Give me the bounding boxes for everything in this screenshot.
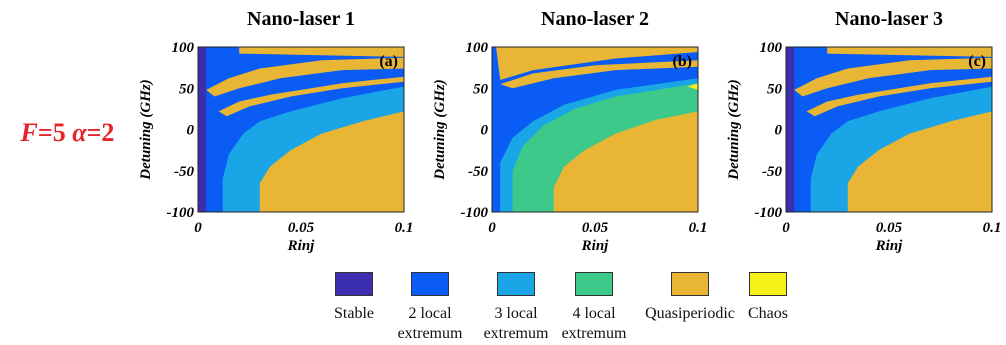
panel-title: Nano-laser 2 bbox=[541, 8, 649, 30]
panel-tag: (b) bbox=[672, 53, 692, 70]
region-quasiperiodic bbox=[496, 47, 698, 80]
x-tick-label: 0 bbox=[488, 220, 496, 236]
x-tick-label: 0.05 bbox=[876, 220, 903, 236]
y-tick-label: 100 bbox=[760, 40, 783, 56]
x-tick-label: 0.05 bbox=[582, 220, 609, 236]
y-tick-label: 0 bbox=[481, 123, 489, 139]
y-axis-label: Detuning (GHz) bbox=[726, 79, 742, 180]
y-tick-label: 50 bbox=[179, 81, 195, 97]
y-tick-label: 50 bbox=[473, 81, 489, 97]
legend-label: 3 local extremum bbox=[483, 305, 549, 342]
x-tick-label: 0 bbox=[782, 220, 790, 236]
region-stable bbox=[786, 47, 795, 212]
region-quasiperiodic bbox=[794, 57, 992, 97]
y-tick-label: 0 bbox=[187, 123, 195, 139]
y-tick-label: -100 bbox=[167, 205, 195, 221]
parameter-alpha-symbol: α bbox=[72, 118, 87, 147]
heatmap-regions bbox=[492, 47, 698, 212]
y-tick-label: 0 bbox=[775, 123, 783, 139]
x-tick-label: 0.1 bbox=[395, 220, 414, 236]
legend-swatch-three-local bbox=[497, 272, 535, 296]
legend-swatch-chaos bbox=[749, 272, 787, 296]
plot-frame bbox=[785, 46, 993, 213]
y-tick-label: 100 bbox=[172, 40, 195, 56]
plot-frame bbox=[491, 46, 699, 213]
parameter-label: F=5 α=2 bbox=[10, 118, 125, 148]
y-axis-label: Detuning (GHz) bbox=[138, 79, 154, 180]
x-tick-label: 0.05 bbox=[288, 220, 315, 236]
y-tick-label: -100 bbox=[461, 205, 489, 221]
region-quasiperiodic bbox=[218, 76, 404, 117]
y-tick-label: -100 bbox=[755, 205, 783, 221]
y-axis-label: Detuning (GHz) bbox=[432, 79, 448, 180]
x-axis-label: Rinj bbox=[581, 238, 610, 254]
y-tick-label: -50 bbox=[762, 164, 782, 180]
y-tick-label: 100 bbox=[466, 40, 489, 56]
x-tick-label: 0 bbox=[194, 220, 202, 236]
heatmap-regions bbox=[198, 47, 404, 212]
legend-label: Stable bbox=[334, 305, 374, 322]
x-tick-label: 0.1 bbox=[689, 220, 708, 236]
region-quasiperiodic bbox=[202, 47, 404, 57]
x-tick-label: 0.1 bbox=[983, 220, 1002, 236]
region-stable bbox=[198, 47, 207, 212]
y-tick-label: -50 bbox=[174, 164, 194, 180]
legend-label: Quasiperiodic bbox=[645, 305, 735, 322]
parameter-alpha-value: =2 bbox=[86, 118, 115, 147]
region-quasiperiodic bbox=[553, 111, 698, 212]
heatmap-regions bbox=[786, 47, 992, 212]
y-tick-label: 50 bbox=[767, 81, 783, 97]
region-quasiperiodic bbox=[806, 76, 992, 117]
region-quasiperiodic bbox=[847, 111, 992, 212]
region-quasiperiodic bbox=[206, 57, 404, 97]
legend-swatch-quasiperiodic bbox=[671, 272, 709, 296]
parameter-f-symbol: F bbox=[20, 118, 38, 147]
x-axis-label: Rinj bbox=[875, 238, 904, 254]
region-quasiperiodic bbox=[259, 111, 404, 212]
panel-tag: (a) bbox=[379, 53, 398, 70]
legend-swatch-two-local bbox=[411, 272, 449, 296]
legend-swatch-stable bbox=[335, 272, 373, 296]
legend-label: Chaos bbox=[748, 305, 788, 322]
y-tick-label: -50 bbox=[468, 164, 488, 180]
panel-title: Nano-laser 1 bbox=[247, 8, 355, 30]
region-quasiperiodic bbox=[500, 60, 698, 89]
panel-title: Nano-laser 3 bbox=[835, 8, 943, 30]
region-chaos bbox=[687, 83, 698, 90]
parameter-f-value: =5 bbox=[37, 118, 73, 147]
plot-frame bbox=[197, 46, 405, 213]
legend-label: 2 local extremum bbox=[397, 305, 463, 342]
legend-label: 4 local extremum bbox=[561, 305, 627, 342]
x-axis-label: Rinj bbox=[287, 238, 316, 254]
panel-tag: (c) bbox=[968, 53, 986, 70]
legend-swatch-four-local bbox=[575, 272, 613, 296]
region-quasiperiodic bbox=[790, 47, 992, 57]
